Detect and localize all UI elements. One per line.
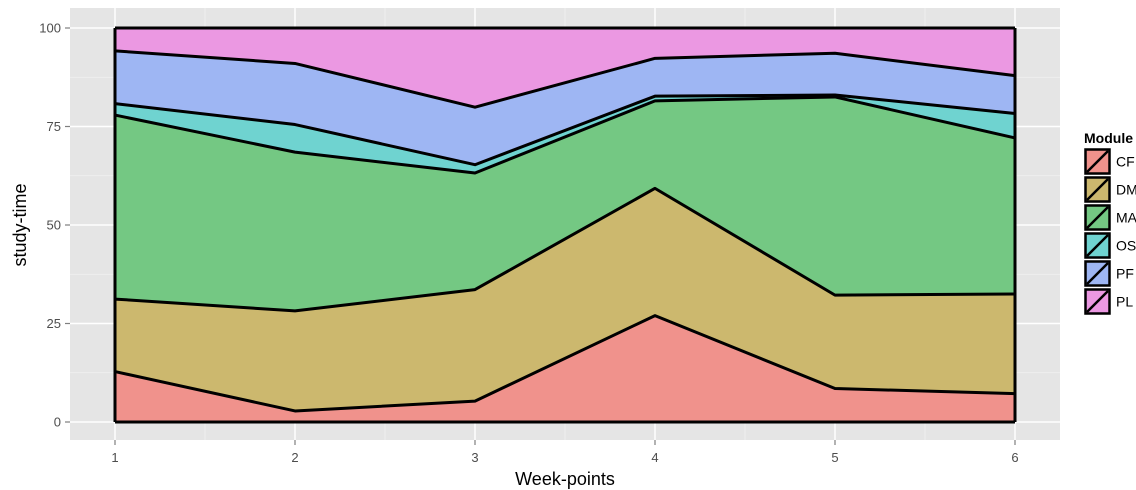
y-tick-label: 100 (39, 21, 61, 36)
area-outline-os (114, 93, 1016, 167)
legend-label: CF (1116, 154, 1135, 170)
legend-key-slash (1086, 234, 1109, 257)
x-tick-label: 3 (471, 450, 478, 465)
x-tick-label: 2 (291, 450, 298, 465)
legend-key-slash (1086, 262, 1109, 285)
series-areas (115, 28, 1015, 422)
legend-key-slash (1086, 206, 1109, 229)
y-tick-label: 50 (47, 218, 61, 233)
legend-item-ma: MA (1084, 204, 1136, 231)
x-tick-label: 4 (651, 450, 658, 465)
y-tick-label: 0 (54, 415, 61, 430)
legend-item-cf: CF (1084, 148, 1135, 175)
x-tick-label: 5 (831, 450, 838, 465)
legend-item-pf: PF (1084, 260, 1134, 287)
legend-label: DM (1116, 182, 1136, 198)
y-axis-title: study-time (10, 183, 30, 266)
area-cf (115, 315, 1015, 422)
y-tick-label: 25 (47, 316, 61, 331)
legend-item-dm: DM (1084, 176, 1136, 203)
legend-label: PL (1116, 294, 1133, 310)
x-axis-title: Week-points (515, 469, 615, 489)
legend-label: OS (1116, 238, 1136, 254)
x-tick-label: 6 (1011, 450, 1018, 465)
area-outline-dm (114, 186, 1016, 313)
legend-key-slash (1086, 150, 1109, 173)
x-axis-ticks: 1 2 3 4 5 6 (111, 440, 1019, 465)
legend-label: MA (1116, 210, 1136, 226)
area-pl (115, 28, 1015, 108)
legend-item-pl: PL (1084, 288, 1133, 315)
area-outline-ma (114, 95, 1016, 175)
area-os (115, 94, 1015, 173)
legend-key-slash (1086, 178, 1109, 201)
area-outline-pf (114, 49, 1016, 109)
y-tick-label: 75 (47, 119, 61, 134)
area-outline-cf (114, 314, 1016, 413)
legend-item-os: OS (1084, 232, 1136, 259)
legend-key-slash (1086, 290, 1109, 313)
legend: Module CF DM MA OS PF PL (1084, 130, 1136, 315)
area-dm (115, 188, 1015, 411)
legend-label: PF (1116, 266, 1134, 282)
series-outlines (113, 26, 1017, 424)
x-tick-label: 1 (111, 450, 118, 465)
legend-title: Module (1084, 130, 1133, 146)
area-ma (115, 96, 1015, 311)
y-axis-ticks: 0 25 50 75 100 (39, 21, 70, 430)
area-pf (115, 50, 1015, 165)
